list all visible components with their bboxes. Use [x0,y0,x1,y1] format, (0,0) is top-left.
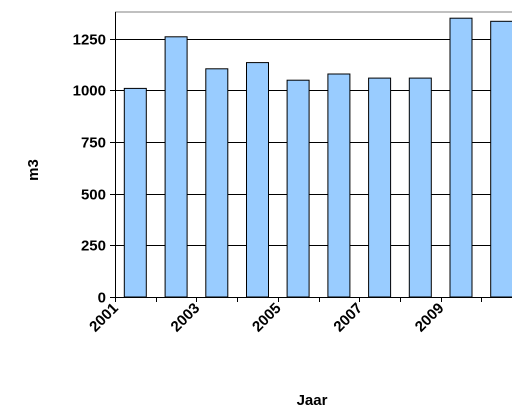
bar-2010 [490,20,512,298]
bar-2008 [408,77,432,298]
x-axis-title: Jaar [297,392,328,409]
bar-2009 [449,17,473,298]
bar-2001 [123,87,147,298]
bar-2004 [246,62,269,298]
axes [110,12,512,302]
y-tick-labels: 0 250 500 750 1000 1250 [73,32,106,307]
y-tick-label-250: 250 [81,238,106,255]
bar-2002 [164,36,188,298]
y-tick-label-1250: 1250 [73,32,106,49]
x-tick-labels: 2001 2003 2005 2007 2009 [86,300,447,336]
bar-2003 [205,68,229,298]
y-tick-label-500: 500 [81,187,106,204]
x-tick-label-2003: 2003 [168,300,204,336]
x-tick-label-2001: 2001 [86,300,122,336]
y-axis-title: m3 [25,159,42,181]
x-tick-label-2007: 2007 [330,300,366,336]
bar-2006 [327,73,351,298]
bars [123,17,512,298]
x-tick-label-2005: 2005 [249,300,285,336]
y-tick-label-750: 750 [81,135,106,152]
x-tick-label-2009: 2009 [412,300,448,336]
bar-2007 [368,77,392,298]
bar-2005 [286,79,310,298]
y-tick-label-0: 0 [98,290,106,307]
y-tick-label-1000: 1000 [73,83,106,100]
